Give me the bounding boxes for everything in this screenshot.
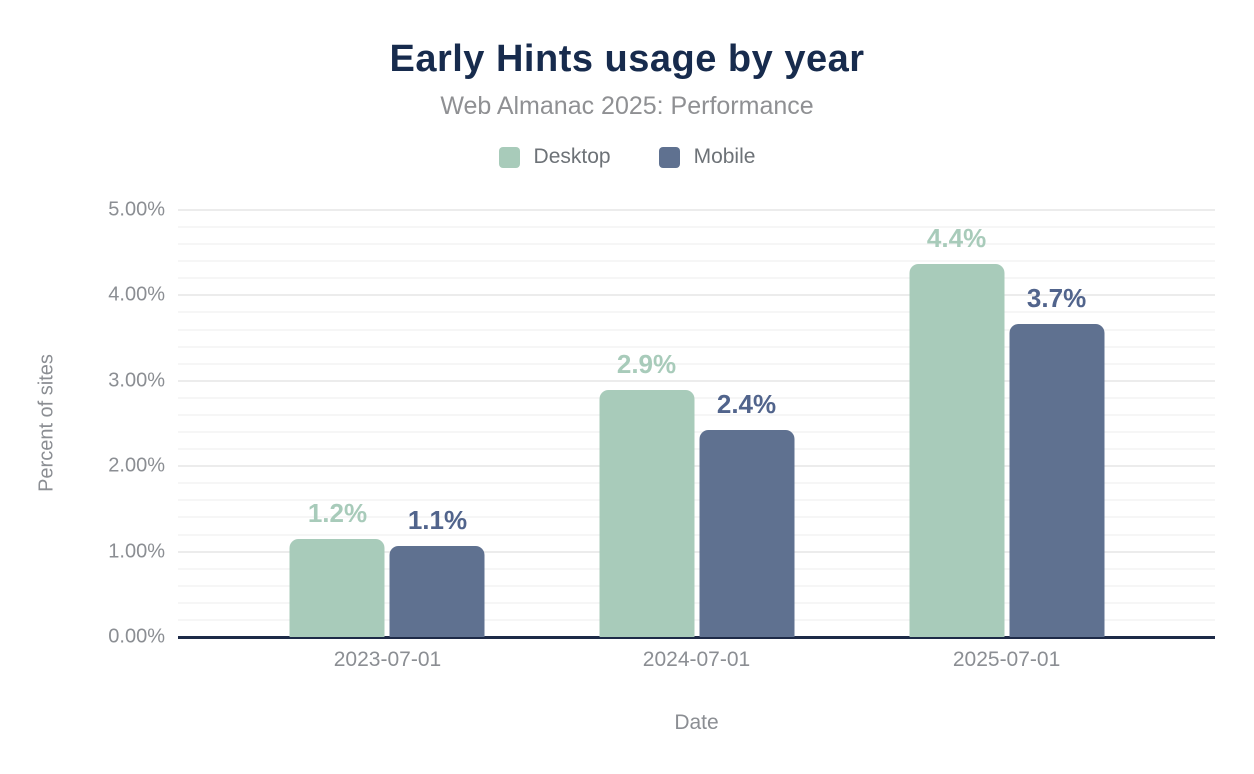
- bar-value-label-mobile: 2.4%: [716, 389, 777, 420]
- y-tick-label: 3.00%: [108, 369, 165, 392]
- gridline-minor: [178, 533, 1215, 536]
- y-tick-label: 0.00%: [108, 625, 165, 648]
- y-tick-label: 5.00%: [108, 198, 165, 221]
- gridline-minor: [178, 345, 1215, 348]
- bar-column-mobile: 3.7%: [1009, 210, 1105, 637]
- gridline-major: [178, 294, 1215, 297]
- gridline-major: [178, 550, 1215, 553]
- legend-swatch-desktop: [498, 146, 520, 168]
- bar-value-label-desktop: 1.2%: [307, 497, 368, 528]
- gridline-minor: [178, 277, 1215, 280]
- x-axis-line: [178, 636, 1215, 639]
- bar-column-desktop: 4.4%: [909, 210, 1005, 637]
- gridline-minor: [178, 516, 1215, 519]
- legend-item-mobile: Mobile: [658, 145, 756, 169]
- bar-mobile-2024-07-01: [699, 430, 794, 637]
- bar-group-2025-07-01: 4.4% 3.7%: [909, 210, 1105, 637]
- x-tick-label: 2025-07-01: [952, 648, 1061, 671]
- gridline-minor: [178, 448, 1215, 451]
- gridline-major: [178, 379, 1215, 382]
- gridline-minor: [178, 260, 1215, 263]
- legend-swatch-mobile: [658, 146, 680, 168]
- bar-desktop-2024-07-01: [599, 390, 694, 637]
- gridline-minor: [178, 482, 1215, 485]
- legend-item-desktop: Desktop: [498, 145, 611, 169]
- gridline-minor: [178, 243, 1215, 246]
- bar-column-mobile: 1.1%: [389, 210, 485, 637]
- legend-label: Desktop: [533, 145, 611, 168]
- gridline-major: [178, 465, 1215, 468]
- bar-value-label-mobile: 3.7%: [1026, 283, 1087, 314]
- bar-mobile-2025-07-01: [1009, 324, 1105, 637]
- x-tick-label: 2024-07-01: [642, 648, 751, 671]
- gridline-minor: [178, 431, 1215, 434]
- x-tick-label: 2023-07-01: [333, 648, 442, 671]
- bar-column-desktop: 2.9%: [599, 210, 694, 637]
- bar-desktop-2025-07-01: [909, 263, 1005, 637]
- gridline-minor: [178, 413, 1215, 416]
- gridline-minor: [178, 226, 1215, 229]
- bar-value-label-desktop: 4.4%: [926, 222, 987, 253]
- y-tick-label: 2.00%: [108, 454, 165, 477]
- plot-area: 1.2% 1.1% 2023-07-01 2.9% 2.4% 2024-07-01 4.4%…: [178, 209, 1215, 671]
- y-tick-label: 4.00%: [108, 283, 165, 306]
- y-tick-label: 1.00%: [108, 540, 165, 563]
- gridline-minor: [178, 567, 1215, 570]
- gridline-minor: [178, 328, 1215, 331]
- bar-value-label-mobile: 1.1%: [407, 504, 468, 535]
- legend-label: Mobile: [693, 145, 756, 168]
- gridline-minor: [178, 362, 1215, 365]
- gridline-minor: [178, 601, 1215, 604]
- bar-column-mobile: 2.4%: [699, 210, 794, 637]
- bar-group-2024-07-01: 2.9% 2.4%: [599, 210, 794, 637]
- bar-mobile-2023-07-01: [389, 545, 485, 637]
- gridline-minor: [178, 618, 1215, 621]
- gridline-minor: [178, 584, 1215, 587]
- gridline-major: [178, 209, 1215, 211]
- chart-title: Early Hints usage by year: [389, 38, 865, 80]
- bar-column-desktop: 1.2%: [289, 210, 385, 637]
- x-axis-title: Date: [674, 711, 719, 734]
- chart-subtitle: Web Almanac 2025: Performance: [440, 92, 814, 120]
- gridline-minor: [178, 499, 1215, 502]
- bar-desktop-2023-07-01: [289, 538, 385, 637]
- bar-value-label-desktop: 2.9%: [616, 349, 677, 380]
- legend: Desktop Mobile: [0, 145, 1254, 169]
- bar-group-2023-07-01: 1.2% 1.1%: [289, 210, 485, 637]
- gridline-minor: [178, 311, 1215, 314]
- gridline-minor: [178, 396, 1215, 399]
- y-axis-ticks: 0.00% 1.00% 2.00% 3.00% 4.00% 5.00%: [0, 199, 165, 648]
